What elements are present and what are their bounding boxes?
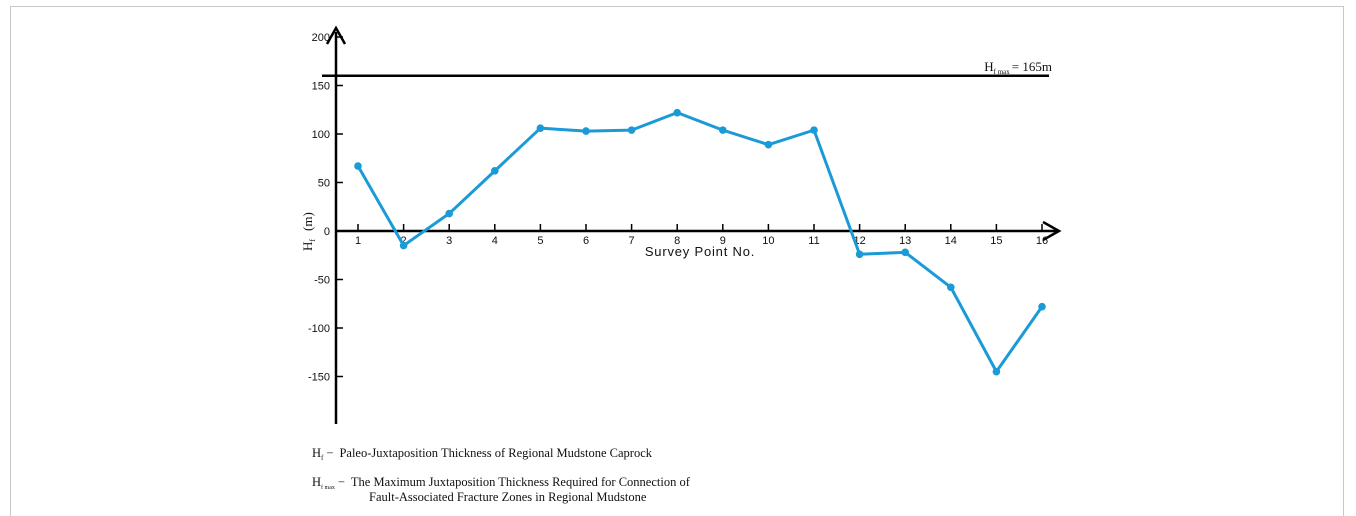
legend-1-dash: − (326, 446, 333, 460)
legend-1-symbol: H (312, 446, 321, 460)
data-point (582, 127, 590, 135)
y-tick-label: 150 (312, 81, 330, 93)
legend-2-text-line-2: Fault-Associated Fracture Zones in Regio… (369, 490, 647, 504)
figure-frame (10, 6, 1344, 516)
x-tick-label: 5 (537, 235, 543, 247)
y-tick-label: 50 (318, 178, 330, 190)
x-tick-label: 6 (583, 235, 589, 247)
data-point (901, 248, 909, 257)
y-axis-title: Hf (m) (300, 212, 317, 251)
x-tick-label: 11 (808, 235, 819, 247)
y-tick-label: -150 (308, 372, 330, 384)
data-point (399, 241, 408, 250)
data-point (810, 126, 818, 134)
legend-2-dash: − (338, 475, 345, 489)
x-tick-label: 16 (1036, 235, 1048, 247)
legend-2-symbol-sub: f max (321, 484, 335, 491)
legend: Hf − Paleo-Juxtaposition Thickness of Regi… (312, 446, 691, 504)
x-axis-title: Survey Point No. (645, 244, 755, 259)
y-axis-title-unit: (m) (300, 212, 315, 231)
x-tick-label: 3 (446, 235, 452, 247)
data-point (719, 126, 727, 134)
y-axis-title-main: H (300, 242, 315, 251)
x-tick-label: 4 (492, 235, 498, 247)
series-1 (354, 108, 1046, 376)
y-ticks: 200 150 100 50 0 -50 -100 -150 (308, 32, 343, 384)
x-tick-label: 9 (720, 235, 726, 247)
legend-1-text: Paleo-Juxtaposition Thickness of Regiona… (339, 446, 652, 460)
x-tick-label: 15 (990, 235, 1002, 247)
x-tick-label: 2 (401, 235, 407, 247)
reference-label-main: H (984, 59, 993, 74)
data-point (491, 167, 499, 175)
x-ticks: 1 2 3 4 5 6 7 8 9 10 11 12 13 14 15 16 (355, 224, 1048, 247)
x-tick-label: 7 (629, 235, 635, 247)
data-point (947, 283, 955, 292)
data-point (673, 108, 681, 117)
y-tick-label: 0 (324, 226, 330, 238)
x-tick-label: 8 (674, 235, 680, 247)
data-point (855, 250, 864, 259)
data-point (354, 162, 362, 170)
reference-label-value: = 165m (1012, 59, 1052, 74)
data-point (992, 367, 1001, 376)
reference-line-label: Hf max = 165m (984, 59, 1052, 76)
y-axis-title-sub: f (308, 239, 317, 242)
x-axis-arrowhead (1042, 220, 1062, 242)
legend-item-1: Hf − Paleo-Juxtaposition Thickness of Regi… (312, 446, 653, 462)
x-tick-label: 1 (355, 235, 361, 247)
y-axis-arrowhead (325, 25, 347, 45)
x-tick-label: 13 (899, 235, 911, 247)
x-tick-label: 10 (762, 235, 774, 247)
data-point (445, 209, 454, 218)
y-tick-label: 200 (312, 32, 330, 44)
legend-2-text-line-1: The Maximum Juxtaposition Thickness Requ… (351, 475, 691, 489)
reference-label-sub: f max (994, 68, 1011, 76)
data-point (536, 124, 545, 132)
legend-item-2: Hf max − The Maximum Juxtaposition Thickne… (312, 475, 691, 491)
data-point (764, 140, 773, 149)
y-tick-label: -50 (314, 275, 330, 287)
data-point (627, 126, 636, 134)
legend-1-symbol-sub: f (321, 454, 324, 462)
y-tick-label: -100 (308, 323, 330, 335)
data-point (1038, 302, 1046, 311)
series-line (356, 111, 1044, 374)
legend-2-symbol: H (312, 475, 321, 489)
x-tick-label: 14 (945, 235, 957, 247)
y-tick-label: 100 (312, 129, 330, 141)
